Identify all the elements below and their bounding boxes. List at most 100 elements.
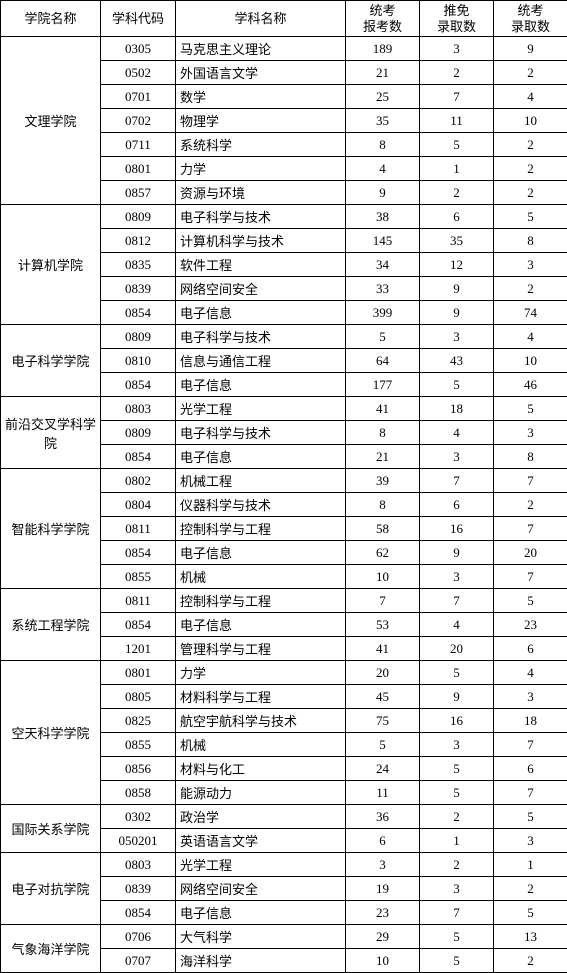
exam-admit-cell: 3	[494, 685, 567, 709]
exam-apply-cell: 23	[346, 901, 420, 925]
exam-apply-cell: 11	[346, 781, 420, 805]
table-row: 前沿交叉学科学院0803光学工程41185	[1, 397, 567, 421]
subject-cell: 控制科学与工程	[176, 517, 346, 541]
code-cell: 0811	[101, 589, 176, 613]
rec-admit-cell: 5	[420, 133, 494, 157]
code-cell: 0801	[101, 661, 176, 685]
exam-admit-cell: 3	[494, 829, 567, 853]
exam-admit-cell: 7	[494, 733, 567, 757]
exam-apply-cell: 41	[346, 397, 420, 421]
code-cell: 0809	[101, 421, 176, 445]
code-cell: 0803	[101, 397, 176, 421]
rec-admit-cell: 16	[420, 517, 494, 541]
header-rec-admit: 推免录取数	[420, 1, 494, 37]
exam-apply-cell: 10	[346, 565, 420, 589]
exam-admit-cell: 2	[494, 133, 567, 157]
header-college: 学院名称	[1, 1, 101, 37]
rec-admit-cell: 4	[420, 421, 494, 445]
code-cell: 0825	[101, 709, 176, 733]
rec-admit-cell: 2	[420, 853, 494, 877]
subject-cell: 电子信息	[176, 445, 346, 469]
subject-cell: 电子科学与技术	[176, 421, 346, 445]
code-cell: 050201	[101, 829, 176, 853]
code-cell: 0810	[101, 349, 176, 373]
subject-cell: 英语语言文学	[176, 829, 346, 853]
code-cell: 0854	[101, 373, 176, 397]
subject-cell: 网络空间安全	[176, 877, 346, 901]
table-row: 空天科学学院0801力学2054	[1, 661, 567, 685]
rec-admit-cell: 3	[420, 325, 494, 349]
table-row: 电子科学学院0809电子科学与技术534	[1, 325, 567, 349]
header-row: 学院名称 学科代码 学科名称 统考报考数 推免录取数 统考录取数	[1, 1, 567, 37]
subject-cell: 数学	[176, 85, 346, 109]
exam-admit-cell: 7	[494, 469, 567, 493]
rec-admit-cell: 6	[420, 493, 494, 517]
exam-apply-cell: 145	[346, 229, 420, 253]
code-cell: 0706	[101, 925, 176, 949]
exam-apply-cell: 24	[346, 757, 420, 781]
rec-admit-cell: 7	[420, 469, 494, 493]
exam-admit-cell: 5	[494, 589, 567, 613]
college-cell: 电子科学学院	[1, 325, 101, 397]
subject-cell: 电子信息	[176, 541, 346, 565]
subject-cell: 网络空间安全	[176, 277, 346, 301]
exam-admit-cell: 4	[494, 661, 567, 685]
exam-apply-cell: 45	[346, 685, 420, 709]
exam-admit-cell: 7	[494, 781, 567, 805]
college-cell: 计算机学院	[1, 205, 101, 325]
exam-apply-cell: 8	[346, 133, 420, 157]
exam-apply-cell: 19	[346, 877, 420, 901]
rec-admit-cell: 11	[420, 109, 494, 133]
college-cell: 国际关系学院	[1, 805, 101, 853]
exam-apply-cell: 36	[346, 805, 420, 829]
code-cell: 0856	[101, 757, 176, 781]
college-cell: 文理学院	[1, 37, 101, 205]
code-cell: 0305	[101, 37, 176, 61]
exam-admit-cell: 2	[494, 181, 567, 205]
rec-admit-cell: 12	[420, 253, 494, 277]
rec-admit-cell: 20	[420, 637, 494, 661]
code-cell: 0701	[101, 85, 176, 109]
exam-apply-cell: 6	[346, 829, 420, 853]
exam-admit-cell: 20	[494, 541, 567, 565]
exam-admit-cell: 18	[494, 709, 567, 733]
exam-apply-cell: 58	[346, 517, 420, 541]
exam-admit-cell: 7	[494, 565, 567, 589]
subject-cell: 力学	[176, 157, 346, 181]
college-cell: 空天科学学院	[1, 661, 101, 805]
exam-apply-cell: 5	[346, 733, 420, 757]
rec-admit-cell: 1	[420, 157, 494, 181]
code-cell: 0854	[101, 613, 176, 637]
exam-admit-cell: 2	[494, 493, 567, 517]
code-cell: 0858	[101, 781, 176, 805]
code-cell: 0804	[101, 493, 176, 517]
subject-cell: 马克思主义理论	[176, 37, 346, 61]
subject-cell: 机械	[176, 733, 346, 757]
subject-cell: 软件工程	[176, 253, 346, 277]
rec-admit-cell: 1	[420, 829, 494, 853]
rec-admit-cell: 43	[420, 349, 494, 373]
subject-cell: 材料科学与工程	[176, 685, 346, 709]
exam-apply-cell: 35	[346, 109, 420, 133]
exam-apply-cell: 189	[346, 37, 420, 61]
exam-apply-cell: 21	[346, 61, 420, 85]
subject-cell: 光学工程	[176, 853, 346, 877]
exam-admit-cell: 2	[494, 877, 567, 901]
table-row: 系统工程学院0811控制科学与工程775	[1, 589, 567, 613]
subject-cell: 电子科学与技术	[176, 325, 346, 349]
rec-admit-cell: 2	[420, 805, 494, 829]
subject-cell: 能源动力	[176, 781, 346, 805]
rec-admit-cell: 6	[420, 205, 494, 229]
subject-cell: 电子信息	[176, 301, 346, 325]
college-cell: 气象海洋学院	[1, 925, 101, 973]
code-cell: 0839	[101, 277, 176, 301]
code-cell: 0839	[101, 877, 176, 901]
exam-admit-cell: 10	[494, 109, 567, 133]
code-cell: 1201	[101, 637, 176, 661]
exam-apply-cell: 8	[346, 493, 420, 517]
exam-admit-cell: 4	[494, 325, 567, 349]
college-cell: 智能科学学院	[1, 469, 101, 589]
exam-apply-cell: 33	[346, 277, 420, 301]
rec-admit-cell: 3	[420, 565, 494, 589]
exam-apply-cell: 9	[346, 181, 420, 205]
